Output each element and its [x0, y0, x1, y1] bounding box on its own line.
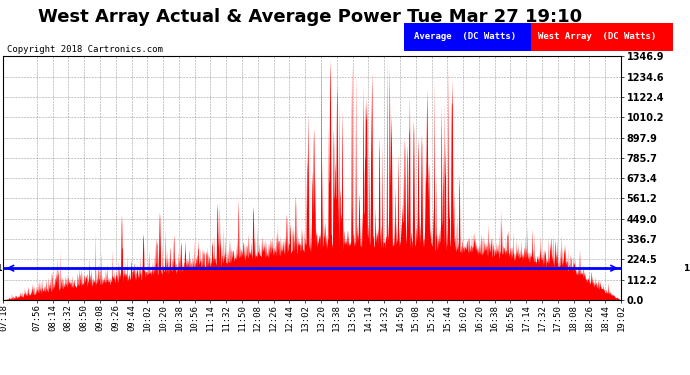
Text: 175.81: 175.81 [683, 264, 690, 273]
Text: West Array  (DC Watts): West Array (DC Watts) [538, 32, 657, 41]
Text: West Array Actual & Average Power Tue Mar 27 19:10: West Array Actual & Average Power Tue Ma… [39, 8, 582, 26]
Text: 175.81: 175.81 [0, 264, 3, 273]
Text: Copyright 2018 Cartronics.com: Copyright 2018 Cartronics.com [7, 45, 163, 54]
Text: Average  (DC Watts): Average (DC Watts) [414, 32, 516, 41]
